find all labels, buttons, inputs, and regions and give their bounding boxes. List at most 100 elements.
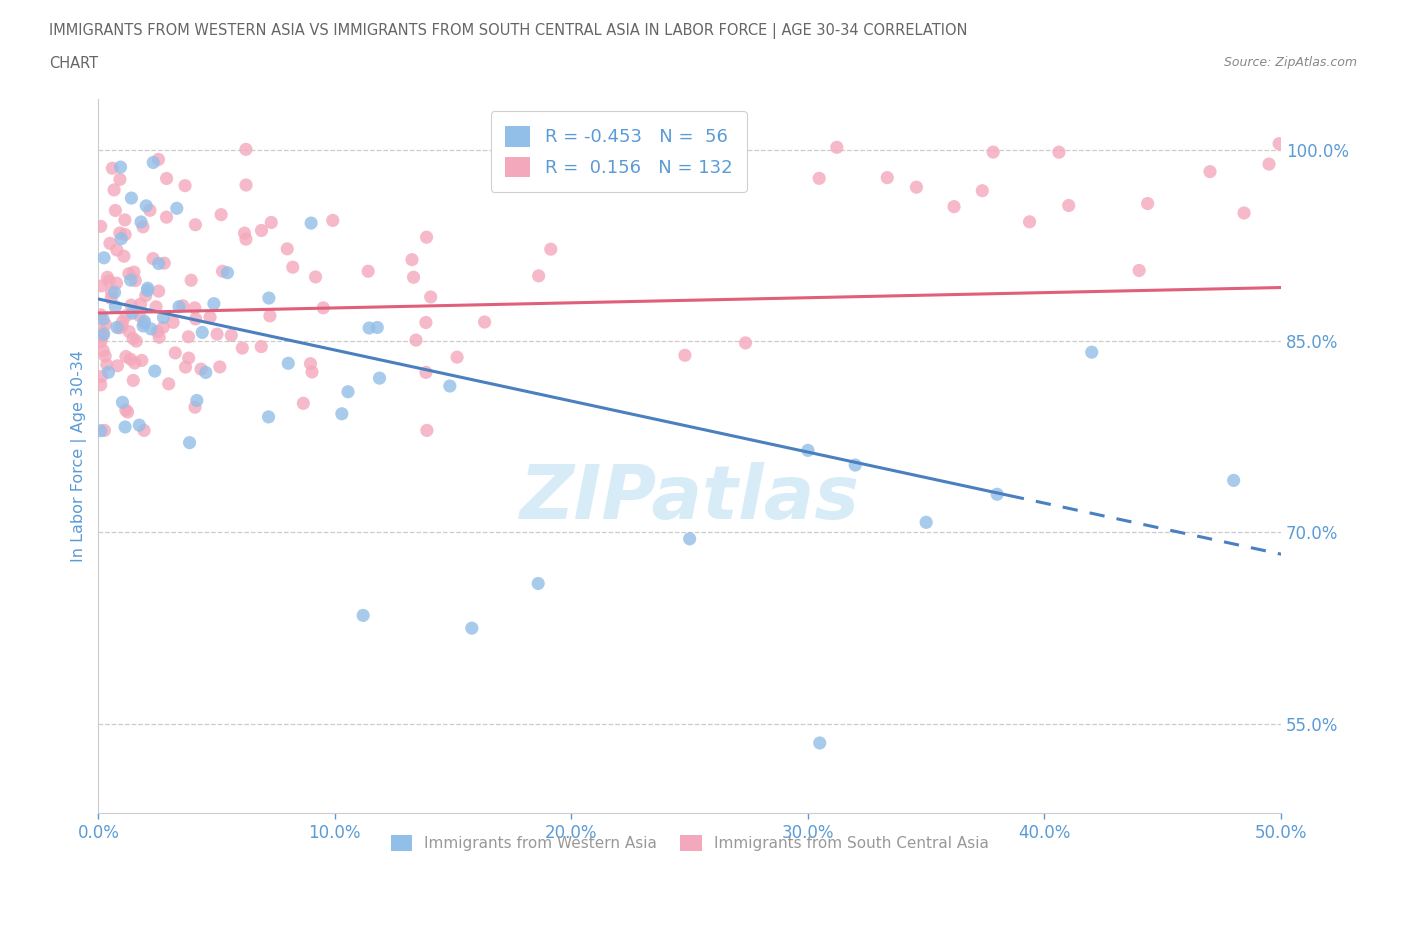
Point: [165, 345, 187, 360]
Point: [180, 272, 202, 287]
Point: [1047, 145, 1070, 160]
Point: [124, 273, 146, 288]
Point: [184, 218, 207, 232]
Point: [402, 270, 425, 285]
Point: [540, 242, 562, 257]
Point: [90, 369, 112, 384]
Point: [118, 325, 141, 339]
Point: [128, 308, 150, 323]
Point: [105, 320, 128, 335]
Point: [152, 310, 174, 325]
Point: [330, 406, 353, 421]
Point: [1222, 473, 1244, 488]
Point: [257, 290, 280, 305]
Point: [1018, 215, 1040, 230]
Point: [120, 352, 142, 366]
Point: [90, 219, 112, 233]
Point: [96, 357, 118, 372]
Y-axis label: In Labor Force | Age 30-34: In Labor Force | Age 30-34: [72, 350, 87, 562]
Point: [91, 343, 114, 358]
Point: [162, 315, 184, 330]
Point: [125, 334, 148, 349]
Point: [114, 419, 136, 434]
Point: [93, 423, 115, 438]
Point: [155, 171, 177, 186]
Point: [797, 443, 820, 458]
Point: [94, 349, 117, 364]
Point: [134, 313, 156, 328]
Point: [124, 355, 146, 370]
Point: [155, 210, 177, 225]
Point: [233, 226, 256, 241]
Point: [118, 266, 141, 281]
Point: [250, 339, 273, 354]
Point: [304, 270, 326, 285]
Point: [115, 309, 138, 324]
Point: [177, 329, 200, 344]
Point: [986, 486, 1008, 501]
Point: [734, 336, 756, 351]
Point: [135, 198, 157, 213]
Point: [299, 356, 322, 371]
Point: [943, 199, 966, 214]
Point: [439, 379, 461, 393]
Point: [135, 288, 157, 303]
Point: [115, 349, 138, 364]
Point: [146, 325, 169, 339]
Point: [93, 327, 115, 342]
Point: [143, 364, 166, 379]
Point: [190, 362, 212, 377]
Point: [419, 289, 441, 304]
Point: [235, 232, 257, 246]
Point: [1268, 137, 1291, 152]
Point: [93, 250, 115, 265]
Point: [111, 395, 134, 410]
Point: [415, 230, 437, 245]
Point: [312, 300, 335, 315]
Point: [368, 371, 391, 386]
Point: [844, 458, 866, 472]
Point: [111, 319, 134, 334]
Point: [257, 409, 280, 424]
Point: [359, 321, 381, 336]
Point: [129, 297, 152, 312]
Point: [153, 256, 176, 271]
Point: [91, 325, 114, 339]
Point: [981, 145, 1004, 160]
Point: [98, 273, 121, 288]
Point: [673, 348, 696, 363]
Point: [108, 226, 131, 241]
Point: [145, 299, 167, 314]
Point: [276, 242, 298, 257]
Point: [1080, 345, 1102, 360]
Point: [136, 283, 159, 298]
Point: [132, 219, 155, 234]
Point: [208, 360, 231, 375]
Point: [136, 281, 159, 296]
Point: [184, 300, 207, 315]
Point: [1136, 196, 1159, 211]
Point: [205, 326, 228, 341]
Point: [415, 365, 437, 379]
Point: [415, 315, 437, 330]
Point: [235, 178, 257, 193]
Point: [100, 286, 122, 300]
Point: [103, 182, 125, 197]
Point: [121, 306, 143, 321]
Point: [808, 171, 831, 186]
Point: [825, 140, 848, 154]
Point: [250, 223, 273, 238]
Point: [167, 299, 190, 314]
Point: [1233, 206, 1256, 220]
Point: [184, 312, 207, 326]
Point: [139, 203, 162, 218]
Point: [219, 328, 242, 343]
Point: [148, 330, 170, 345]
Point: [104, 285, 127, 299]
Point: [177, 351, 200, 365]
Point: [114, 212, 136, 227]
Point: [110, 160, 132, 175]
Point: [120, 272, 142, 287]
Point: [281, 259, 304, 274]
Point: [105, 275, 128, 290]
